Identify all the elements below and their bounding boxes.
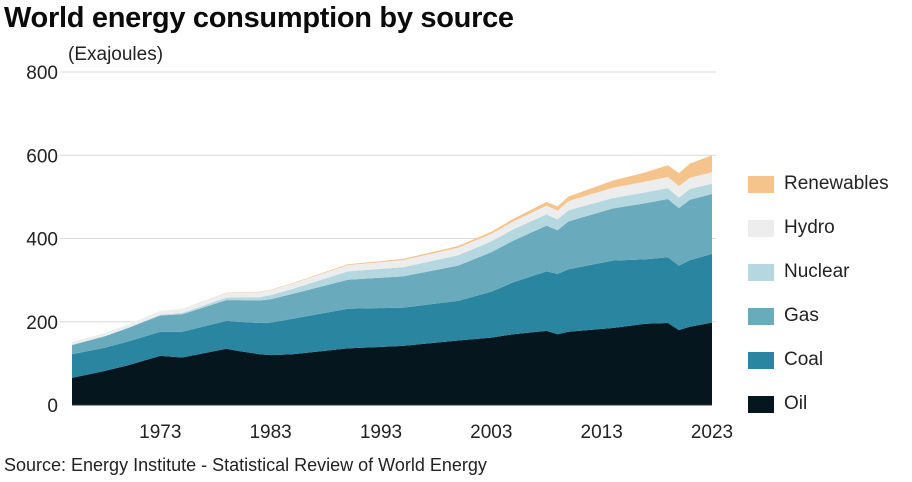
x-tick-label: 1993 [360,422,402,443]
legend-label: Hydro [784,217,835,238]
legend-item-oil: Oil [748,382,889,426]
legend-swatch [748,395,774,413]
area-coal [72,253,712,378]
y-tick-labels: 0 200 400 600 800 [26,63,58,417]
legend-label: Gas [784,305,819,326]
y-tick-label: 200 [26,313,58,334]
legend-swatch [748,307,774,325]
chart-title: World energy consumption by source [4,2,514,34]
legend: Renewables Hydro Nuclear Gas Coal Oil [748,162,889,426]
stacked-areas [72,155,712,405]
legend-label: Coal [784,349,824,370]
x-tick-label: 2003 [470,422,512,443]
area-hydro [72,172,712,345]
legend-item-coal: Coal [748,338,889,382]
legend-item-renewables: Renewables [748,162,889,206]
x-tick-label: 2023 [691,422,733,443]
area-gas [72,194,712,355]
legend-item-gas: Gas [748,294,889,338]
x-tick-label: 2013 [581,422,623,443]
x-tick-label: 1973 [139,422,181,443]
legend-swatch [748,219,774,237]
legend-item-nuclear: Nuclear [748,250,889,294]
legend-swatch [748,263,774,281]
legend-label: Oil [784,393,808,414]
unit-label: (Exajoules) [68,44,164,65]
legend-swatch [748,351,774,369]
x-tick-labels: 1973 1983 1993 2003 2013 2023 [139,422,733,443]
source-note: Source: Energy Institute - Statistical R… [4,455,487,475]
area-renewables [72,155,712,343]
y-tick-label: 800 [26,63,58,84]
legend-label: Nuclear [784,261,850,282]
y-tick-label: 0 [47,396,58,417]
x-tick-label: 1983 [249,422,291,443]
legend-item-hydro: Hydro [748,206,889,250]
area-oil [72,322,712,405]
area-nuclear [72,183,712,346]
legend-label: Renewables [784,173,889,194]
y-tick-label: 400 [26,230,58,251]
y-tick-label: 600 [26,146,58,167]
legend-swatch [748,175,774,193]
